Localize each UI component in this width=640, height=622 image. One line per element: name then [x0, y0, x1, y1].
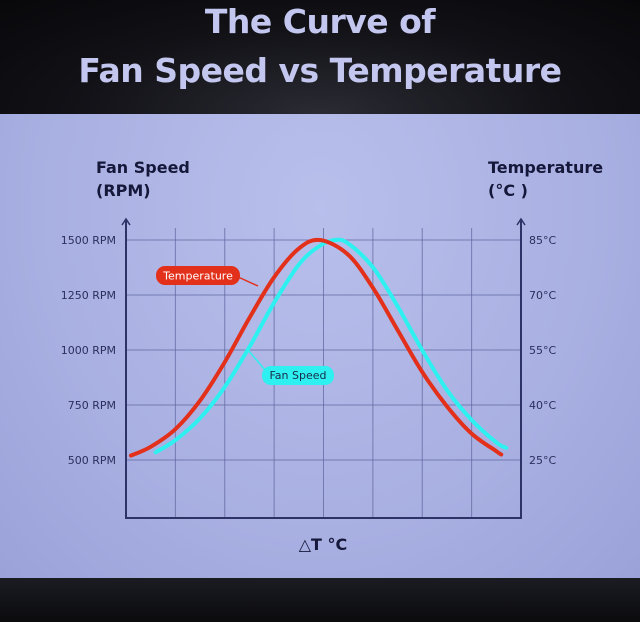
right-axis-title: Temperature (°C )	[488, 156, 603, 202]
fan-speed-leader-line	[247, 349, 266, 371]
chart-title-line1: The Curve of	[204, 2, 436, 41]
right-tick-label: 25°C	[529, 454, 556, 467]
left-tick-label: 1250 RPM	[61, 289, 116, 302]
chart-panel	[0, 114, 640, 578]
axis-frame	[125, 219, 522, 519]
fan-speed-label-pill	[262, 366, 334, 385]
left-tick-label: 1500 RPM	[61, 234, 116, 247]
right-tick-label: 85°C	[529, 234, 556, 247]
x-axis-title: △T °C	[298, 535, 348, 554]
right-axis-arrow-icon	[516, 217, 526, 226]
temperature-label-pill	[156, 266, 240, 285]
left-tick-label: 500 RPM	[68, 454, 116, 467]
fan-speed-label: Fan Speed	[269, 369, 326, 382]
left-tick-label: 1000 RPM	[61, 344, 116, 357]
left-tick-label: 750 RPM	[68, 399, 116, 412]
right-axis-title-line1: Temperature	[488, 158, 604, 177]
left-axis-title: Fan Speed (RPM)	[96, 156, 190, 202]
right-axis-title-line2: (°C )	[488, 181, 528, 200]
right-tick-label: 40°C	[529, 399, 556, 412]
temperature-label: Temperature	[162, 270, 233, 283]
right-tick-label: 55°C	[529, 344, 556, 357]
left-axis-arrow-icon	[121, 217, 131, 226]
title-band: The Curve of Fan Speed vs Temperature	[0, 0, 640, 114]
left-axis-title-line1: Fan Speed	[96, 158, 190, 177]
left-axis-title-line2: (RPM)	[96, 181, 151, 200]
right-tick-label: 70°C	[529, 289, 556, 302]
chart-title-line2: Fan Speed vs Temperature	[78, 51, 562, 90]
bottom-band	[0, 578, 640, 622]
